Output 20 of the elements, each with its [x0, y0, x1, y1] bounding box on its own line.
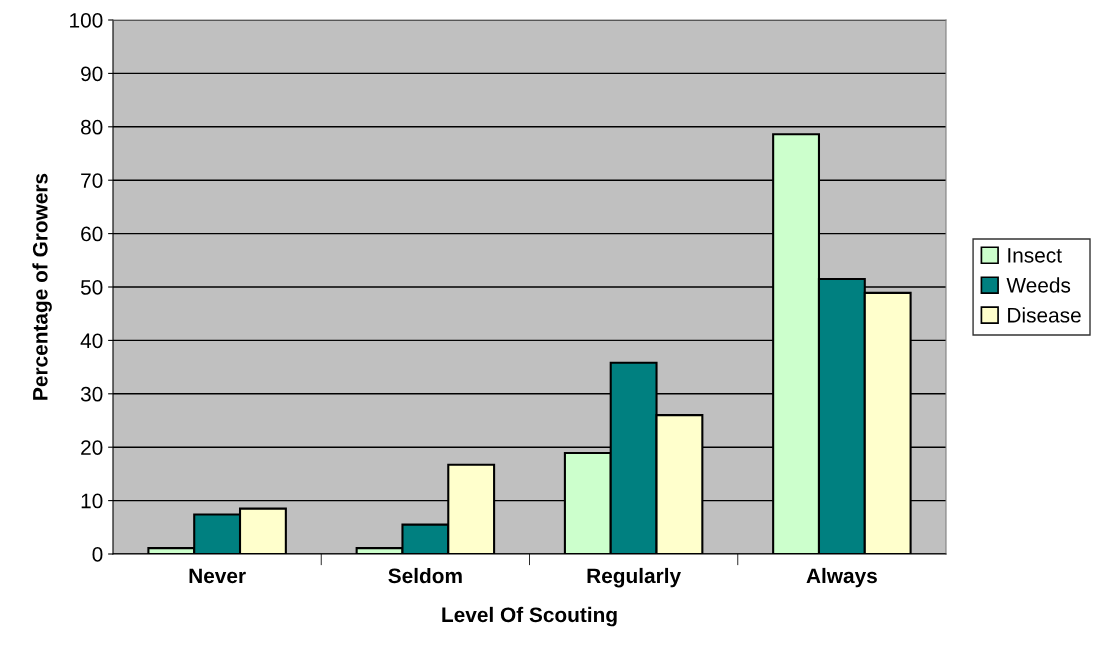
y-tick-label: 30: [80, 386, 103, 402]
y-tick-label: 50: [80, 280, 103, 295]
x-tick-label: Always: [806, 567, 877, 588]
y-tick-label: 80: [81, 119, 103, 135]
y-tick-label: 100: [70, 13, 103, 28]
y-tick-label: 70: [81, 173, 103, 188]
y-tick-label: 20: [81, 440, 103, 455]
y-tick-label: 90: [81, 66, 103, 82]
x-axis-title: Level Of Scouting: [442, 606, 617, 627]
y-tick-label: 0: [92, 547, 103, 562]
legend-label: Weeds: [1006, 277, 1071, 293]
legend-label: Insect: [1008, 248, 1062, 263]
x-tick-label: Regularly: [587, 567, 681, 588]
y-tick-label: 40: [80, 333, 103, 349]
x-tick-label: Never: [189, 568, 246, 584]
y-tick-label: 60: [81, 226, 103, 242]
y-tick-label: 10: [81, 493, 103, 509]
legend-label: Disease: [1008, 307, 1081, 323]
y-axis-title: Percentage of Growers: [32, 173, 52, 400]
x-tick-label: Seldom: [388, 567, 462, 584]
